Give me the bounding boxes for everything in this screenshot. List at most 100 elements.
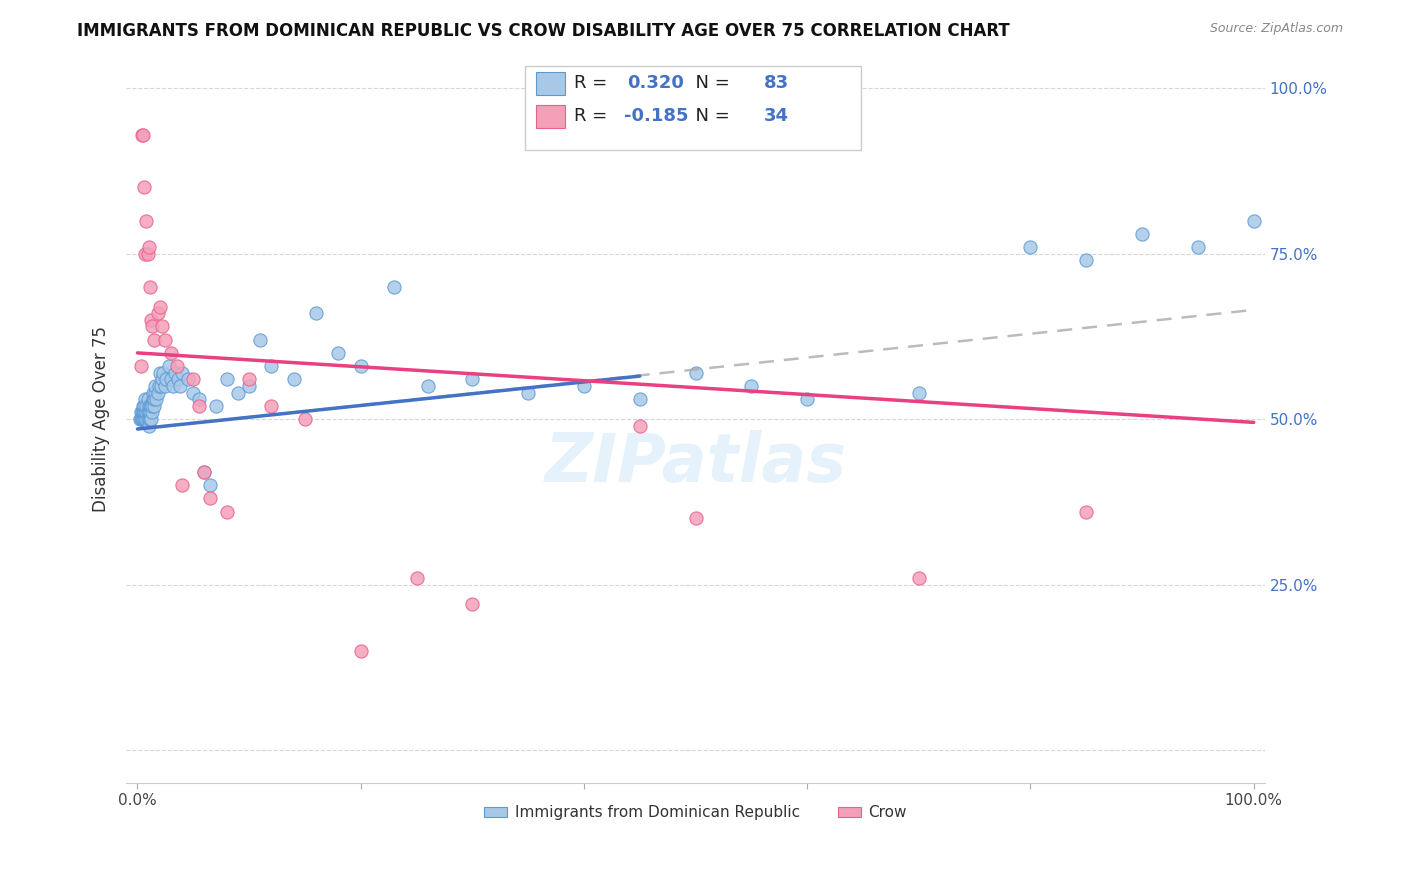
Point — [139, 279, 162, 293]
Point — [131, 405, 153, 419]
Point — [350, 359, 373, 373]
Point — [198, 478, 221, 492]
Point — [134, 405, 156, 419]
Text: ZIPatlas: ZIPatlas — [544, 430, 846, 496]
Point — [305, 306, 328, 320]
Point — [238, 372, 260, 386]
Point — [226, 385, 249, 400]
Text: 0.320: 0.320 — [627, 74, 685, 92]
Point — [461, 372, 484, 386]
Point — [132, 128, 155, 142]
Point — [155, 333, 177, 347]
Point — [187, 392, 209, 407]
Point — [157, 359, 180, 373]
Point — [148, 379, 170, 393]
Point — [136, 392, 159, 407]
Point — [134, 412, 156, 426]
Legend: Immigrants from Dominican Republic, Crow: Immigrants from Dominican Republic, Crow — [478, 799, 912, 826]
Point — [150, 372, 173, 386]
Point — [283, 372, 305, 386]
Point — [193, 465, 215, 479]
Point — [129, 405, 152, 419]
Point — [155, 372, 177, 386]
Point — [134, 246, 156, 260]
Point — [135, 213, 157, 227]
Point — [138, 405, 160, 419]
Point — [139, 399, 162, 413]
Point — [1076, 253, 1098, 268]
Point — [1130, 227, 1153, 241]
Point — [796, 392, 818, 407]
Point — [1187, 240, 1209, 254]
Text: 34: 34 — [763, 106, 789, 125]
Text: R =: R = — [574, 106, 613, 125]
Bar — [536, 72, 565, 95]
Point — [204, 399, 226, 413]
Point — [215, 505, 238, 519]
Point — [461, 598, 484, 612]
Text: 83: 83 — [763, 74, 789, 92]
Point — [146, 306, 169, 320]
Point — [165, 366, 187, 380]
Point — [139, 412, 162, 426]
Point — [145, 392, 167, 407]
Point — [135, 399, 157, 413]
Point — [628, 418, 651, 433]
Point — [152, 366, 174, 380]
Point — [249, 333, 271, 347]
Point — [134, 180, 156, 194]
Point — [260, 399, 283, 413]
Point — [143, 399, 166, 413]
Point — [139, 405, 162, 419]
Point — [198, 491, 221, 506]
Point — [138, 240, 160, 254]
Point — [138, 418, 160, 433]
Point — [181, 372, 204, 386]
Point — [172, 366, 194, 380]
Point — [517, 385, 540, 400]
Point — [1076, 505, 1098, 519]
Text: R =: R = — [574, 74, 613, 92]
Point — [135, 412, 157, 426]
Point — [129, 412, 152, 426]
Point — [162, 379, 184, 393]
Point — [215, 372, 238, 386]
Point — [169, 379, 191, 393]
Point — [176, 372, 198, 386]
Point — [685, 511, 707, 525]
Point — [294, 412, 316, 426]
Point — [382, 279, 405, 293]
Point — [908, 571, 931, 585]
Point — [134, 412, 156, 426]
Point — [134, 405, 156, 419]
Point — [149, 366, 172, 380]
Point — [134, 392, 156, 407]
Point — [142, 392, 165, 407]
Point — [129, 359, 152, 373]
Point — [141, 399, 163, 413]
Point — [141, 405, 163, 419]
Bar — [536, 104, 565, 128]
Text: IMMIGRANTS FROM DOMINICAN REPUBLIC VS CROW DISABILITY AGE OVER 75 CORRELATION CH: IMMIGRANTS FROM DOMINICAN REPUBLIC VS CR… — [77, 22, 1010, 40]
Point — [328, 346, 350, 360]
Y-axis label: Disability Age Over 75: Disability Age Over 75 — [93, 326, 110, 512]
Point — [155, 379, 177, 393]
Point — [908, 385, 931, 400]
Point — [166, 359, 188, 373]
Point — [685, 366, 707, 380]
Point — [139, 399, 162, 413]
Point — [181, 385, 204, 400]
Point — [160, 372, 183, 386]
Point — [142, 385, 165, 400]
Point — [740, 379, 762, 393]
Text: N =: N = — [685, 74, 735, 92]
Point — [134, 399, 156, 413]
Point — [139, 313, 162, 327]
Point — [132, 399, 155, 413]
Point — [405, 571, 427, 585]
Point — [350, 643, 373, 657]
Point — [260, 359, 283, 373]
Point — [628, 392, 651, 407]
Point — [238, 379, 260, 393]
Point — [141, 319, 163, 334]
